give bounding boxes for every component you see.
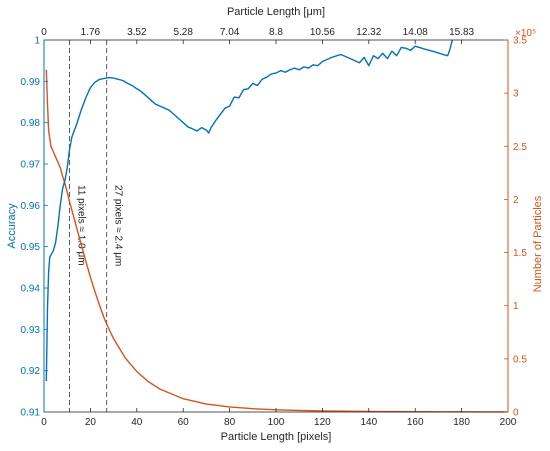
x-top-tick-label: 3.52	[127, 27, 147, 38]
y-left-tick-label: 0.97	[21, 160, 41, 171]
x-bottom-tick-label: 40	[131, 417, 143, 428]
y-left-tick-label: 0.91	[21, 408, 41, 419]
y-axis-right-title: Number of Particles	[532, 195, 544, 292]
x-bottom-tick-label: 80	[224, 417, 236, 428]
y-right-tick-label: 2.5	[513, 142, 527, 153]
y-right-tick-label: 3	[513, 89, 519, 100]
right-y-axis: 0 0.5 1 1.5 2 2.5 3 3.5	[504, 36, 527, 419]
x-bottom-tick-label: 0	[41, 417, 47, 428]
x-bottom-tick-label: 200	[500, 417, 517, 428]
y-right-tick-label: 0	[513, 408, 519, 419]
vertical-reference-label: 27 pixels ≈ 2.4 μm	[113, 185, 124, 266]
x-axis-top-title: Particle Length [μm]	[227, 6, 325, 18]
x-bottom-tick-label: 120	[314, 417, 331, 428]
x-top-tick-label: 12.32	[356, 27, 381, 38]
particles-series	[45, 69, 509, 413]
x-top-tick-label: 5.28	[173, 27, 193, 38]
y-right-tick-label: 0.5	[513, 354, 527, 365]
y-right-tick-label: 2	[513, 195, 519, 206]
x-top-tick-label: 8.8	[269, 27, 283, 38]
bottom-x-axis: 0 20 40 60 80 100 120 140 160 180 200	[41, 408, 517, 428]
x-bottom-tick-label: 60	[178, 417, 190, 428]
y-left-tick-label: 0.93	[21, 325, 41, 336]
x-top-tick-label: 10.56	[310, 27, 335, 38]
y-axis-left-title: Accuracy	[6, 203, 18, 249]
vertical-reference-lines: 11 pixels ≈ 1.0 μm 27 pixels ≈ 2.4 μm	[69, 40, 124, 412]
particles-line	[45, 69, 509, 413]
y-right-tick-label: 1.5	[513, 248, 527, 259]
y-left-tick-label: 0.96	[21, 201, 41, 212]
x-bottom-tick-label: 160	[407, 417, 424, 428]
y-axis-right-exponent: ×10⁵	[515, 28, 536, 39]
y-left-tick-label: 0.94	[21, 284, 41, 295]
x-bottom-tick-label: 140	[360, 417, 377, 428]
y-left-tick-label: 0.98	[21, 118, 41, 129]
x-bottom-tick-label: 20	[85, 417, 97, 428]
y-left-tick-label: 0.92	[21, 366, 41, 377]
x-axis-bottom-title: Particle Length [pixels]	[221, 431, 332, 443]
y-right-tick-label: 3.5	[513, 36, 527, 47]
y-right-tick-label: 1	[513, 301, 519, 312]
y-left-tick-label: 0.99	[21, 77, 41, 88]
x-top-tick-label: 0	[41, 27, 47, 38]
accuracy-line	[45, 39, 453, 382]
plot-area-background	[44, 40, 508, 412]
x-top-tick-label: 15.83	[449, 27, 474, 38]
left-y-axis: 0.91 0.92 0.93 0.94 0.95 0.96 0.97 0.98 0.99 1	[21, 36, 48, 419]
accuracy-series	[45, 39, 453, 382]
x-top-tick-label: 14.08	[403, 27, 428, 38]
x-top-tick-label: 7.04	[220, 27, 240, 38]
vertical-reference-label: 11 pixels ≈ 1.0 μm	[76, 185, 87, 266]
x-top-tick-label: 1.76	[81, 27, 101, 38]
y-left-tick-label: 1	[34, 36, 40, 47]
y-left-tick-label: 0.95	[21, 242, 41, 253]
x-bottom-tick-label: 180	[453, 417, 470, 428]
x-bottom-tick-label: 100	[268, 417, 285, 428]
